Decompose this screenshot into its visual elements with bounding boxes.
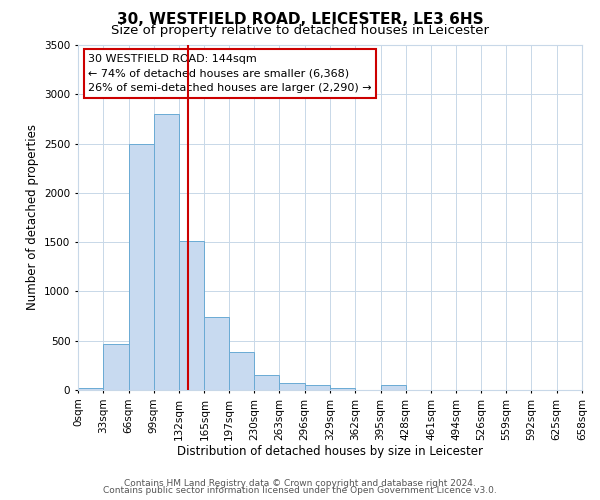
Bar: [229, 352, 254, 390]
Bar: [154, 114, 179, 390]
Text: 30 WESTFIELD ROAD: 144sqm
← 74% of detached houses are smaller (6,368)
26% of se: 30 WESTFIELD ROAD: 144sqm ← 74% of detac…: [88, 54, 372, 93]
X-axis label: Distribution of detached houses by size in Leicester: Distribution of detached houses by size …: [177, 446, 483, 458]
Bar: [128, 144, 154, 390]
Text: 30, WESTFIELD ROAD, LEICESTER, LE3 6HS: 30, WESTFIELD ROAD, LEICESTER, LE3 6HS: [116, 12, 484, 28]
Text: Size of property relative to detached houses in Leicester: Size of property relative to detached ho…: [111, 24, 489, 37]
Bar: [205, 317, 229, 390]
Bar: [330, 388, 355, 390]
Bar: [280, 382, 305, 390]
Bar: [254, 375, 280, 390]
Bar: [380, 384, 406, 390]
Bar: [179, 241, 205, 390]
Text: Contains HM Land Registry data © Crown copyright and database right 2024.: Contains HM Land Registry data © Crown c…: [124, 478, 476, 488]
Bar: [103, 344, 128, 390]
Bar: [305, 384, 330, 390]
Text: Contains public sector information licensed under the Open Government Licence v3: Contains public sector information licen…: [103, 486, 497, 495]
Y-axis label: Number of detached properties: Number of detached properties: [26, 124, 38, 310]
Bar: [78, 388, 103, 390]
